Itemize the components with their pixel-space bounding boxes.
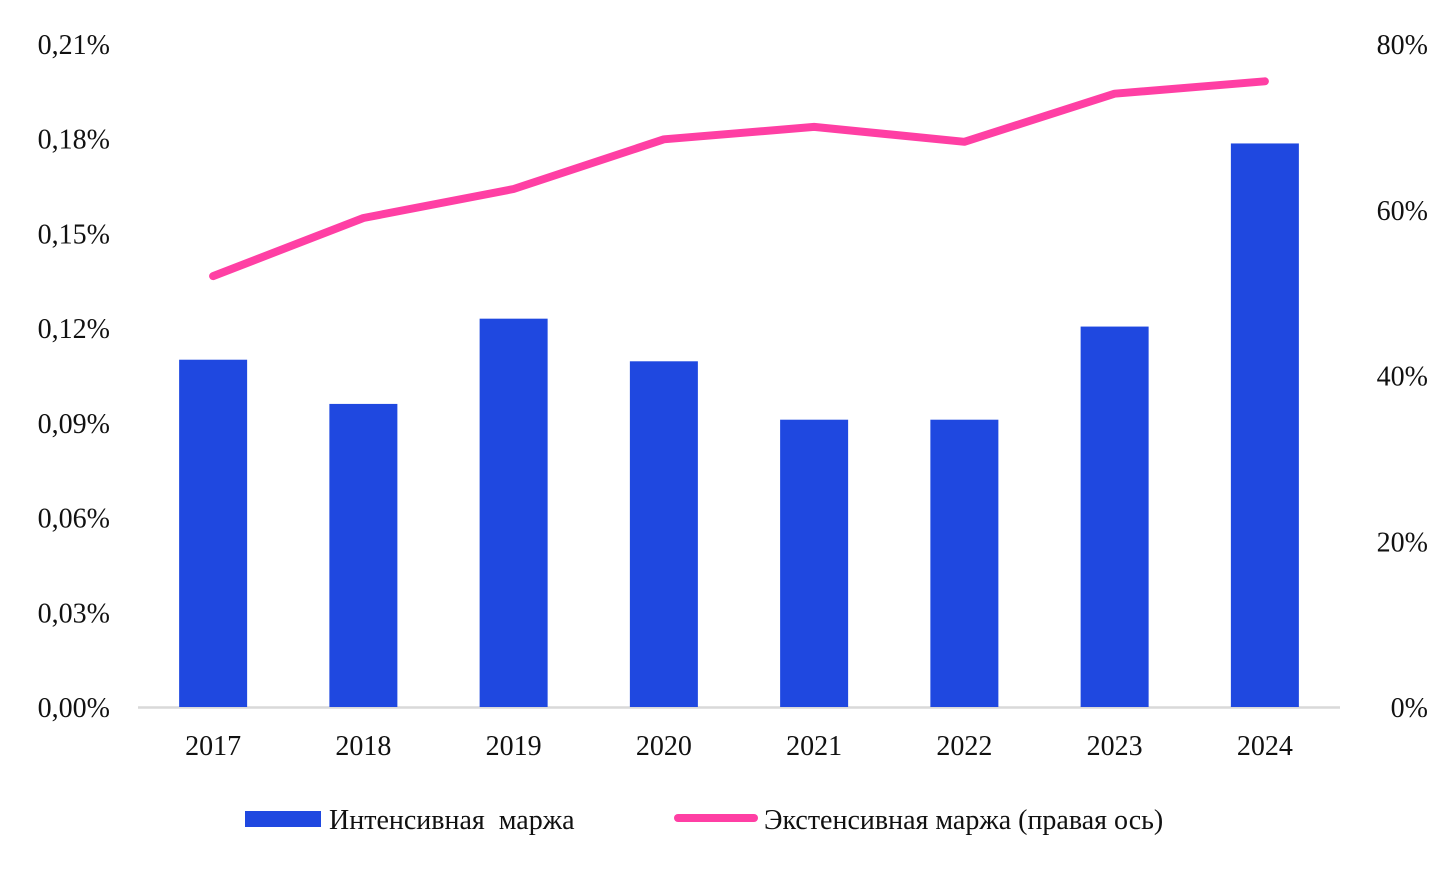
bar-2017: [179, 360, 247, 707]
x-tick-label: 2024: [1237, 731, 1293, 762]
left-tick-label: 0,06%: [38, 504, 110, 535]
x-tick-label: 2022: [936, 731, 992, 762]
x-tick-label: 2021: [786, 731, 842, 762]
x-axis-ticks: 2017 2018 2019 2020 2021 2022 2023 2024: [185, 731, 1293, 762]
left-tick-label: 0,09%: [38, 409, 110, 440]
left-axis-ticks: 0,00% 0,03% 0,06% 0,09% 0,12% 0,15% 0,18% 0,21%: [38, 30, 110, 724]
left-tick-label: 0,21%: [38, 30, 110, 61]
left-tick-label: 0,12%: [38, 314, 110, 345]
left-tick-label: 0,18%: [38, 125, 110, 156]
legend: Интенсивная маржа Экстенсивная маржа (пр…: [245, 805, 1163, 836]
left-tick-label: 0,15%: [38, 219, 110, 250]
right-tick-label: 60%: [1377, 196, 1428, 227]
x-tick-label: 2019: [486, 731, 542, 762]
legend-label-intensive-margin: Интенсивная маржа: [329, 805, 575, 836]
left-tick-label: 0,00%: [38, 693, 110, 724]
bar-2021: [780, 420, 848, 707]
bar-2019: [480, 319, 548, 707]
right-tick-label: 0%: [1391, 693, 1428, 724]
x-tick-label: 2023: [1087, 731, 1143, 762]
right-axis-ticks: 0% 20% 40% 60% 80%: [1377, 30, 1428, 724]
right-tick-label: 40%: [1377, 362, 1428, 393]
line-series-layer: [213, 81, 1265, 276]
legend-label-extensive-margin: Экстенсивная маржа (правая ось): [764, 805, 1163, 836]
right-tick-label: 20%: [1377, 527, 1428, 558]
bar-2023: [1081, 327, 1149, 707]
left-tick-label: 0,03%: [38, 598, 110, 629]
extensive-margin-line: [213, 81, 1265, 276]
x-tick-label: 2018: [335, 731, 391, 762]
legend-swatch-intensive-margin: [245, 811, 321, 827]
bar-2024: [1231, 143, 1299, 707]
bar-2018: [329, 404, 397, 707]
x-tick-label: 2020: [636, 731, 692, 762]
right-tick-label: 80%: [1377, 30, 1428, 61]
bar-2020: [630, 361, 698, 707]
x-tick-label: 2017: [185, 731, 241, 762]
bar-2022: [930, 420, 998, 707]
